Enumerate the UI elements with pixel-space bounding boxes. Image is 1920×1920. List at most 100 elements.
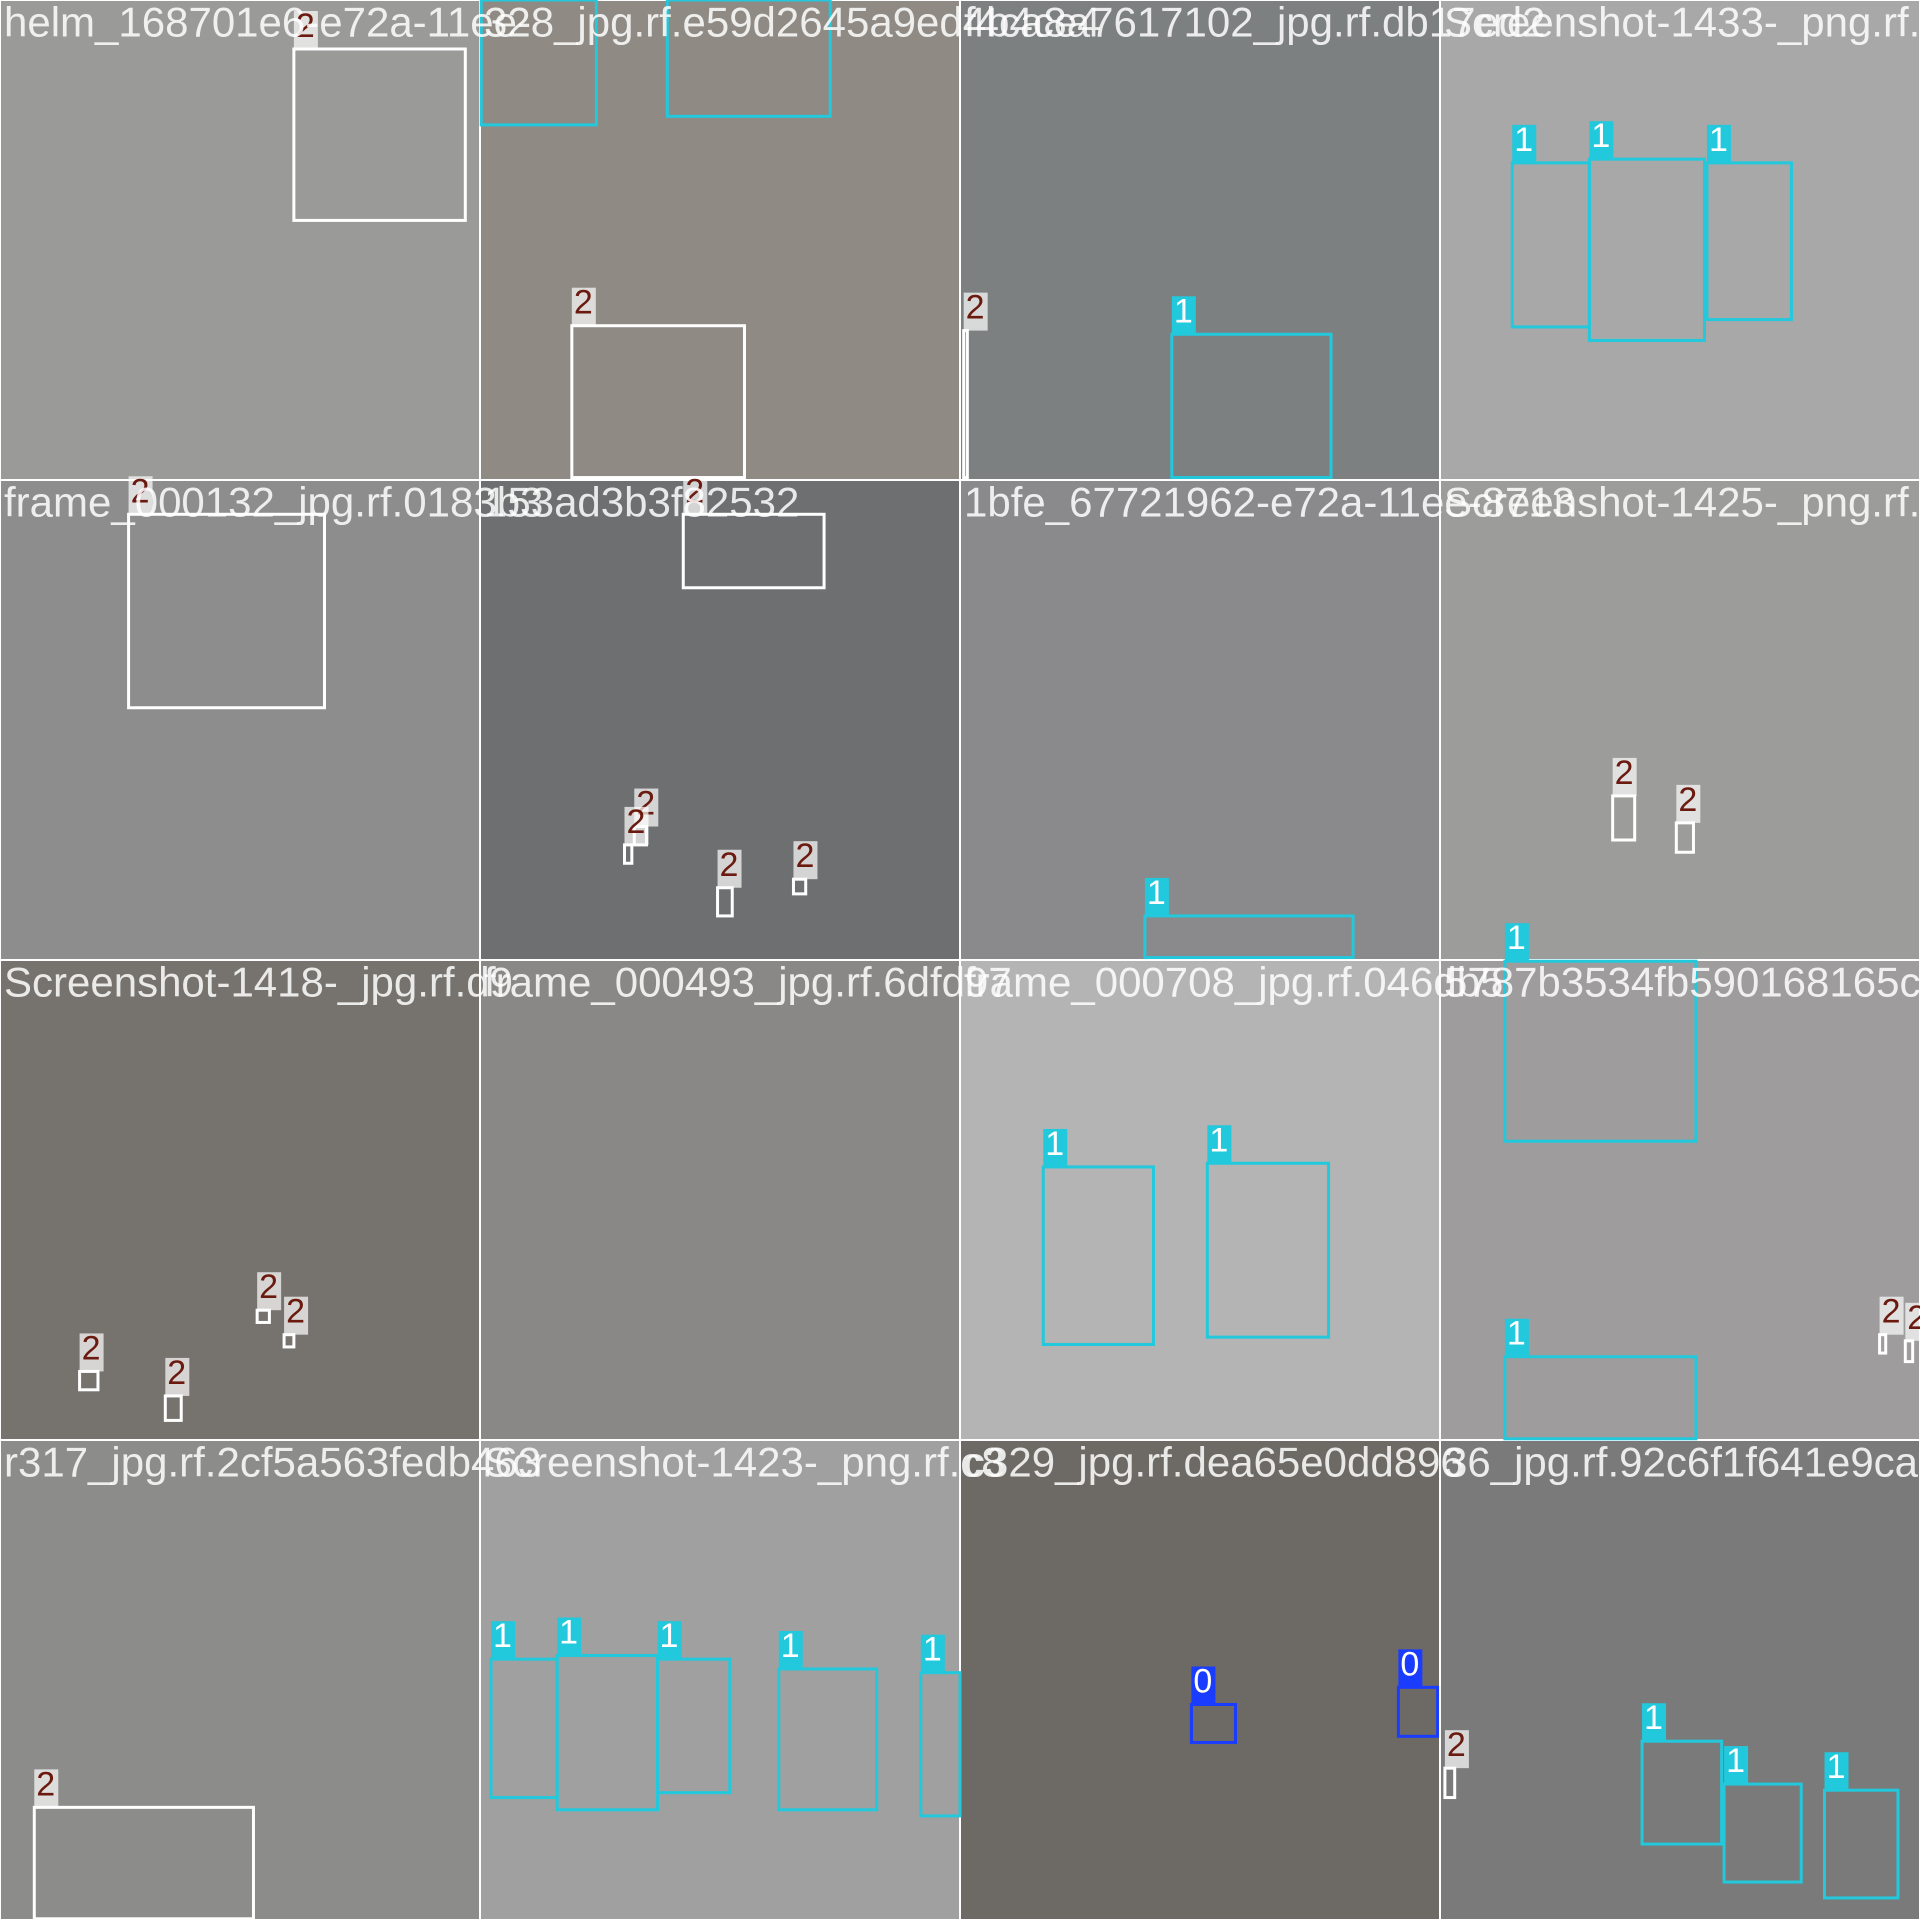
tile-image	[959, 0, 1441, 481]
tile-image	[1439, 479, 1920, 961]
bounding-box	[681, 512, 826, 590]
box-label-bg	[571, 287, 596, 326]
tile-image	[959, 959, 1441, 1441]
bounding-box	[292, 47, 467, 222]
box-label-bg	[557, 1617, 582, 1656]
tile-image	[959, 1439, 1441, 1920]
box-label-bg	[491, 1621, 516, 1660]
box-label-bg	[1879, 1296, 1904, 1335]
bounding-box	[1722, 1782, 1803, 1884]
image-tile	[0, 1439, 481, 1920]
box-label-bg	[1504, 1318, 1529, 1357]
image-filename: Screenshot-1433-_png.rf.76	[1444, 0, 1920, 45]
box-label-bg	[1171, 296, 1196, 335]
tile-image	[1439, 1439, 1920, 1920]
box-label-bg	[624, 806, 649, 845]
box-label-bg	[1642, 1703, 1667, 1742]
box-label: 1	[1644, 1699, 1663, 1737]
box-label: 2	[1907, 1299, 1920, 1337]
box-label-bg	[793, 841, 818, 880]
box-label-bg	[1589, 121, 1614, 160]
image-tile	[959, 959, 1441, 1441]
bounding-box	[32, 1805, 255, 1920]
bounding-box	[1170, 332, 1333, 480]
box-label: 0	[1400, 1645, 1419, 1683]
box-label: 2	[1678, 781, 1697, 819]
tile-image	[0, 1439, 481, 1920]
box-label-bg	[1191, 1666, 1216, 1705]
box-label-bg	[683, 476, 708, 515]
tile-image	[479, 959, 961, 1441]
image-tile	[959, 1439, 1441, 1920]
box-label-bg	[1444, 1730, 1469, 1769]
box-label-bg	[1504, 923, 1529, 962]
box-label: 1	[1726, 1742, 1745, 1780]
tile-image	[0, 479, 481, 961]
box-label: 1	[1507, 919, 1526, 957]
image-tile	[1439, 959, 1920, 1441]
box-label: 1	[1045, 1125, 1064, 1163]
box-label: 2	[82, 1329, 101, 1367]
box-label: 0	[1193, 1662, 1212, 1700]
box-label: 2	[1447, 1726, 1466, 1764]
image-filename: 153ad3b3f82532	[484, 478, 799, 525]
box-label: 2	[720, 846, 739, 884]
tile-image	[959, 479, 1441, 961]
image-filename: r317_jpg.rf.2cf5a563fedb463	[4, 1438, 541, 1485]
image-tile	[0, 0, 481, 481]
box-label: 1	[1514, 121, 1533, 159]
bounding-box	[1205, 1161, 1331, 1339]
box-label: 1	[923, 1631, 942, 1669]
box-label-bg	[79, 1333, 104, 1372]
box-label-bg	[778, 1630, 803, 1669]
box-label: 2	[966, 289, 985, 327]
box-label: 1	[1174, 292, 1193, 330]
box-label: 2	[167, 1354, 186, 1392]
bounding-box	[127, 512, 326, 710]
tile-image	[479, 1439, 961, 1920]
box-label-bg	[657, 1621, 682, 1660]
box-label-bg	[34, 1769, 59, 1808]
image-filename: 1bfe_67721962-e72a-11ee-8713	[964, 478, 1575, 525]
box-label-bg	[717, 849, 742, 888]
box-label-bg	[1905, 1302, 1920, 1341]
box-label: 2	[795, 837, 814, 875]
box-label-bg	[1207, 1125, 1232, 1164]
tile-image	[479, 0, 961, 481]
box-label-bg	[257, 1272, 282, 1311]
image-filename: helm_168701e6-e72a-11ee-	[4, 0, 531, 45]
box-label: 1	[660, 1617, 679, 1655]
box-label-bg	[1144, 877, 1169, 916]
image-tile	[479, 959, 961, 1441]
bounding-box	[479, 0, 598, 127]
image-tile	[0, 479, 481, 961]
bounding-box	[1640, 1739, 1724, 1846]
box-label-bg	[165, 1357, 190, 1396]
image-tile	[959, 479, 1441, 961]
tile-image	[0, 0, 481, 481]
bounding-box	[656, 1657, 732, 1795]
box-label: 2	[286, 1293, 305, 1331]
box-label-bg	[1398, 1649, 1423, 1688]
bounding-box	[777, 1667, 879, 1812]
image-filename: frame_000132_jpg.rf.0183b3	[4, 478, 543, 525]
box-label-bg	[963, 292, 988, 331]
box-label-bg	[1706, 124, 1731, 163]
box-label-bg	[1512, 124, 1537, 163]
box-label: 2	[36, 1765, 55, 1803]
image-tile	[479, 1439, 961, 1920]
box-label: 2	[1615, 754, 1634, 792]
box-label: 2	[259, 1268, 278, 1306]
box-label: 1	[1507, 1315, 1526, 1353]
image-filename: 328_jpg.rf.e59d2645a9ed4b4ce4	[484, 0, 1101, 45]
box-label: 1	[1826, 1748, 1845, 1786]
box-label-bg	[1824, 1752, 1849, 1791]
bounding-box	[570, 324, 746, 480]
image-filename: frame_000708_jpg.rf.046db5	[964, 958, 1503, 1005]
box-label: 1	[781, 1627, 800, 1665]
bounding-box	[1705, 161, 1793, 322]
box-label: 1	[1209, 1121, 1228, 1159]
box-label-bg	[1676, 784, 1701, 823]
box-label-bg	[1612, 757, 1637, 796]
